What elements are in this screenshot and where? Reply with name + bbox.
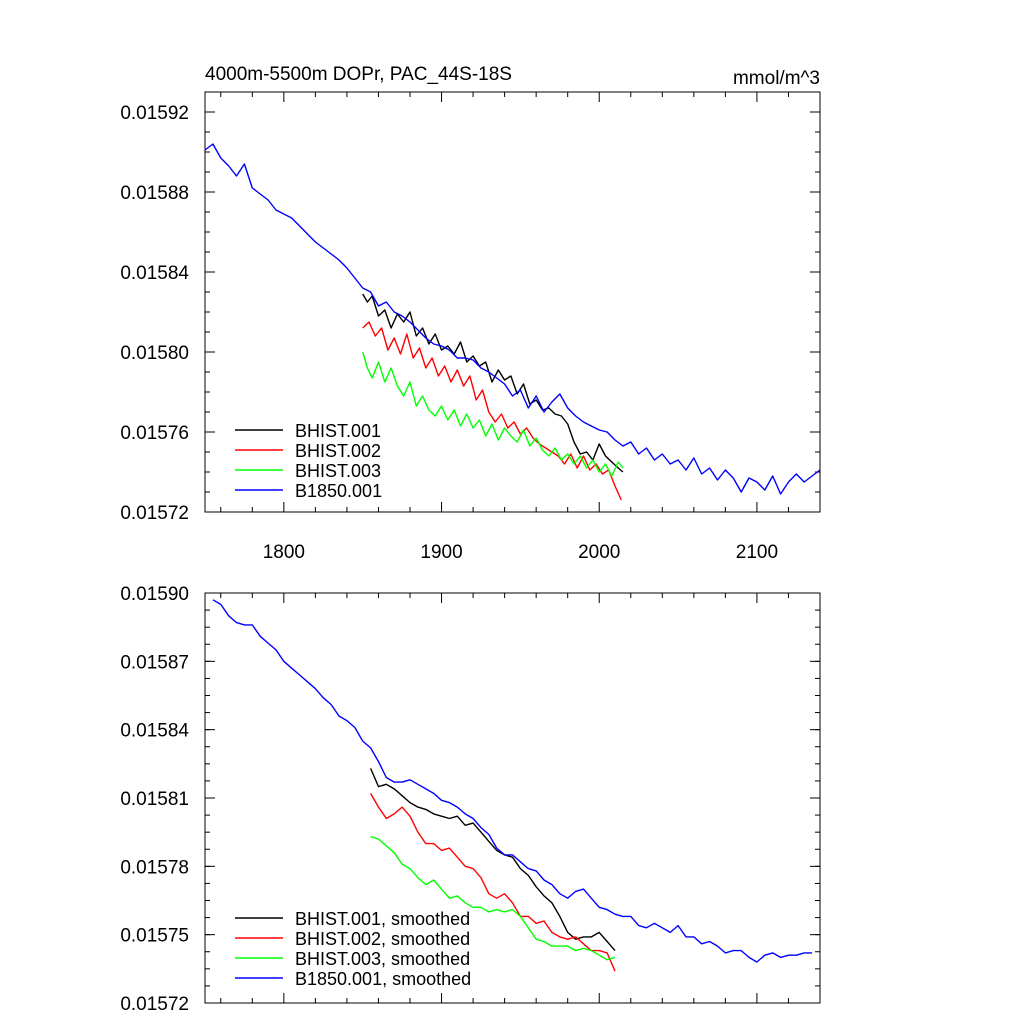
legend-label: B1850.001, smoothed — [295, 969, 471, 989]
legend-label: BHIST.003, smoothed — [295, 949, 470, 969]
y-tick-label: 0.01575 — [120, 926, 189, 947]
series-line-bhist-002 — [362, 321, 622, 501]
series-line-bhist-003-smoothed — [370, 836, 616, 961]
series-line-bhist-001 — [362, 293, 624, 473]
legend-label: BHIST.002 — [295, 441, 381, 461]
y-tick-label: 0.01580 — [120, 343, 189, 364]
legend-label: B1850.001 — [295, 481, 382, 501]
series-line-bhist-001-smoothed — [369, 768, 616, 952]
y-tick-label: 0.01581 — [120, 789, 189, 810]
legend-label: BHIST.003 — [295, 461, 381, 481]
chart-title: 4000m-5500m DOPr, PAC_44S-18S — [205, 64, 512, 85]
y-tick-label: 0.01588 — [120, 183, 189, 204]
x-tick-label: 1900 — [420, 542, 462, 563]
y-tick-label: 0.01584 — [120, 263, 189, 284]
plot-frame — [204, 91, 821, 513]
y-tick-label: 0.01592 — [120, 103, 189, 124]
series-line-b1850-001 — [204, 143, 821, 495]
legend-label: BHIST.001 — [295, 421, 381, 441]
y-tick-label: 0.01584 — [120, 721, 189, 742]
y-tick-label: 0.01572 — [120, 994, 189, 1015]
legend-label: BHIST.001, smoothed — [295, 909, 470, 929]
y-tick-label: 0.01578 — [120, 857, 189, 878]
y-tick-label: 0.01572 — [120, 503, 189, 524]
x-tick-label: 2000 — [578, 542, 620, 563]
series-line-bhist-002-smoothed — [369, 793, 616, 972]
y-tick-label: 0.01590 — [120, 584, 189, 605]
x-tick-label: 2100 — [736, 542, 778, 563]
y-tick-label: 0.01587 — [120, 652, 189, 673]
x-tick-label: 1800 — [263, 542, 305, 563]
series-line-b1850-001-smoothed — [212, 599, 813, 963]
series-line-bhist-003 — [362, 351, 624, 477]
bottom-panel: 0.01572 0.01575 0.01578 0.01581 0.01584 0.015… — [120, 584, 821, 1015]
y-tick-label: 0.01576 — [120, 423, 189, 444]
top-panel: 0.01572 0.01576 0.01580 0.01584 0.01588 0.015… — [120, 64, 821, 563]
legend-label: BHIST.002, smoothed — [295, 929, 470, 949]
units-label: mmol/m^3 — [733, 68, 820, 89]
